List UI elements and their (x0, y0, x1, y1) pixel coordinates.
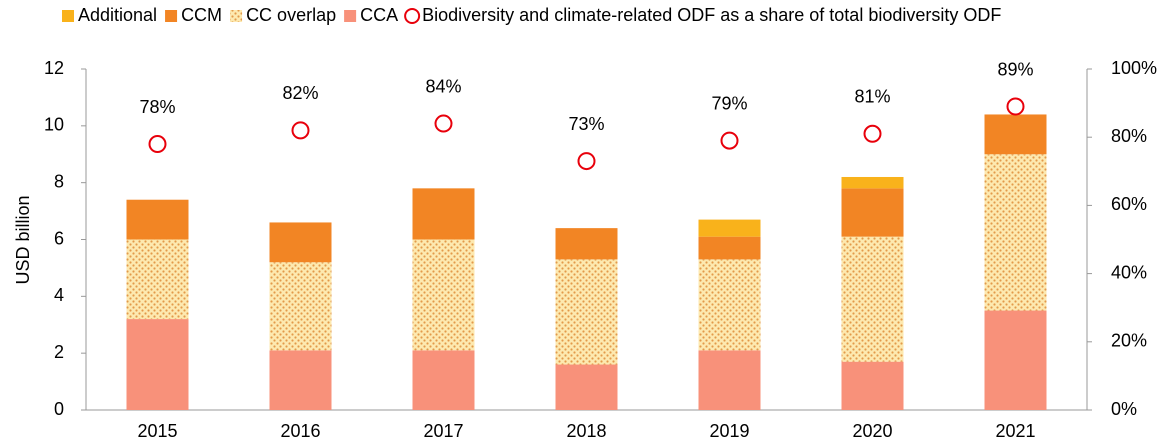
bar-segment (412, 239, 475, 351)
bar-segment (698, 259, 761, 351)
data-label: 84% (425, 76, 461, 96)
marker (577, 152, 596, 171)
y2-tick-label: 40% (1111, 262, 1147, 282)
y2-tick-label: 60% (1111, 194, 1147, 214)
marker (720, 131, 739, 150)
y-tick-label: 0 (54, 399, 64, 419)
marker (1006, 97, 1025, 116)
bar-segment (126, 239, 189, 320)
data-label: 89% (997, 59, 1033, 79)
bar-segment (412, 188, 475, 240)
legend-label: CC overlap (246, 5, 336, 25)
legend-label: Additional (78, 5, 157, 25)
legend-label: CCA (360, 5, 398, 25)
bar-segment (841, 361, 904, 410)
data-label: 73% (568, 114, 604, 134)
x-tick-label: 2020 (852, 421, 892, 441)
x-tick-label: 2018 (566, 421, 606, 441)
bar-segment (555, 259, 618, 365)
bar-segment (841, 236, 904, 362)
legend-label: CCM (181, 5, 222, 25)
bar-segment (126, 319, 189, 410)
bar-segment (126, 199, 189, 240)
bar-segment (412, 350, 475, 410)
legend-swatch (165, 10, 178, 22)
bar-segment (698, 236, 761, 260)
y-tick-label: 2 (54, 342, 64, 362)
y-tick-label: 10 (44, 115, 64, 135)
data-label: 82% (282, 83, 318, 103)
bar-segment (269, 262, 332, 351)
bar-segment (984, 114, 1047, 155)
y2-tick-label: 0% (1111, 399, 1137, 419)
y-tick-label: 8 (54, 171, 64, 191)
bar-segment (269, 222, 332, 263)
y2-tick-label: 100% (1111, 58, 1157, 78)
x-tick-label: 2015 (137, 421, 177, 441)
bar-segment (555, 364, 618, 410)
bar-segment (698, 350, 761, 410)
legend-swatch (344, 10, 357, 22)
legend-marker (404, 8, 421, 24)
y2-tick-label: 80% (1111, 126, 1147, 146)
legend-label: Biodiversity and climate-related ODF as … (422, 5, 1001, 25)
bar-segment (698, 219, 761, 237)
y-tick-label: 12 (44, 58, 64, 78)
y2-tick-label: 20% (1111, 331, 1147, 351)
bar-segment (841, 188, 904, 237)
legend-swatch (62, 10, 74, 22)
data-label: 78% (139, 97, 175, 117)
y-axis-label: USD billion (13, 195, 33, 284)
marker (863, 124, 882, 143)
marker (291, 121, 310, 140)
x-tick-label: 2019 (709, 421, 749, 441)
x-tick-label: 2017 (423, 421, 463, 441)
data-label: 81% (854, 87, 890, 107)
y-tick-label: 4 (54, 285, 64, 305)
data-label: 79% (711, 93, 747, 113)
x-tick-label: 2016 (280, 421, 320, 441)
y-tick-label: 6 (54, 228, 64, 248)
x-tick-label: 2021 (995, 421, 1035, 441)
bar-segment (841, 176, 904, 189)
legend-swatch (230, 10, 243, 22)
bar-segment (984, 310, 1047, 410)
bar-segment (984, 154, 1047, 311)
bar-segment (269, 350, 332, 410)
marker (434, 114, 453, 133)
bar-segment (555, 228, 618, 260)
marker (148, 135, 167, 154)
